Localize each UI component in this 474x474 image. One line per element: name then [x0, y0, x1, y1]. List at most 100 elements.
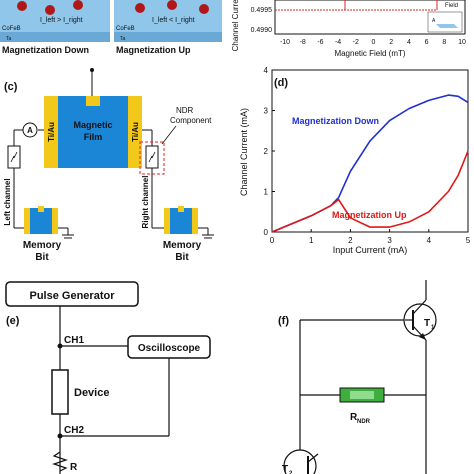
series-label-down: Magnetization Down	[292, 116, 379, 126]
inset-letter: A	[432, 18, 436, 24]
ch1-label: CH1	[64, 335, 84, 346]
t1-sub: 1	[431, 325, 435, 331]
y-tick-label: 1	[264, 188, 269, 197]
junction-dot	[57, 433, 63, 439]
x-tick-label: 1	[309, 236, 314, 245]
xtick-label: -10	[280, 39, 290, 46]
y-tick-label: 2	[264, 147, 269, 156]
xtick-label: 6	[425, 39, 429, 46]
plot-b-xticks: -10 -8 -6 -4 -2 0 2 4 6 8 10	[280, 39, 466, 46]
memory-bit-contact	[38, 206, 44, 212]
panel-a: I_left > I_right CoFeB Ta Magnetization …	[0, 0, 222, 55]
plot-d-xlabel: Input Current (mA)	[333, 245, 408, 255]
plot-d-frame	[271, 69, 469, 233]
panel-c-letter: (c)	[4, 81, 18, 93]
memory-bit-contact	[52, 208, 58, 234]
y-tick-label: 0	[264, 228, 269, 237]
xtick-label: 0	[372, 39, 376, 46]
x-tick-label: 4	[427, 236, 432, 245]
device-left-base	[0, 32, 110, 42]
memory-bit-contact	[178, 206, 184, 212]
y-tick-label: 4	[264, 66, 269, 75]
spin-ball-icon	[17, 1, 27, 11]
ndr-curve-icon	[148, 151, 156, 163]
spin-ball-icon	[167, 0, 177, 10]
left-contact-label: Ti/Au	[47, 122, 56, 142]
layer-cofeb-label: CoFeB	[2, 26, 21, 32]
spin-ball-icon	[73, 0, 83, 10]
ndr-label-line1: NDR	[176, 106, 194, 115]
y-tick-label: 3	[264, 107, 269, 116]
pulse-generator-box	[5, 281, 139, 307]
film-label-line2: Film	[84, 132, 103, 142]
memory-bit-left	[28, 208, 54, 234]
pulse-generator-label: Pulse Generator	[30, 290, 116, 302]
memory-bit-right-label2: Bit	[175, 252, 189, 263]
plot-b-frame	[274, 0, 466, 35]
transistor-lead	[307, 453, 319, 463]
right-caption: Magnetization Up	[116, 45, 191, 55]
x-tick-label: 3	[387, 236, 392, 245]
ytick-label: 0.4990	[251, 27, 273, 34]
device-left-slab	[0, 0, 110, 32]
memory-bit-right	[168, 208, 194, 234]
plot-d-ylabel: Channel Current (mA)	[239, 108, 249, 196]
x-tick-label: 5	[466, 236, 471, 245]
memory-bit-left-label1: Memory	[23, 240, 62, 251]
t2-label: T	[282, 464, 288, 474]
ndr-label-line2: Component	[170, 116, 212, 125]
plot-b-ylabel: Channel Current	[231, 0, 240, 51]
xtick-label: 10	[458, 39, 466, 46]
film-label-line1: Magnetic	[73, 120, 112, 130]
panel-b: 0.4995 0.4990 Channel Current -10 -8 -6 -4 -…	[231, 0, 466, 58]
right-contact	[128, 96, 142, 168]
spin-ball-icon	[135, 3, 145, 13]
resistor-icon	[52, 451, 68, 472]
emitter-arrow-icon	[419, 333, 426, 340]
spin-ball-icon	[45, 5, 55, 15]
transistor-collector	[412, 299, 427, 315]
xtick-label: -2	[353, 39, 359, 46]
memory-bit-contact	[24, 208, 30, 234]
plot-b-xlabel: Magnetic Field (mT)	[334, 49, 405, 58]
memory-bit-left-label2: Bit	[35, 252, 49, 263]
ndr-pointer	[161, 125, 177, 145]
panel-f-letter: (f)	[278, 315, 289, 327]
ammeter-label: A	[27, 126, 33, 135]
panel-c: (c) Magnetic Film Ti/Au Ti/Au A Left cha…	[3, 68, 214, 263]
panel-d: (d) 0 1 2 3 4 5 0 1 2 3 4 Input Current (mA) Chann…	[239, 66, 471, 255]
ndr-highlight-box	[139, 141, 165, 175]
series-label-up: Magnetization Up	[332, 210, 407, 220]
left-caption: Magnetization Down	[2, 45, 89, 55]
rndr-highlight	[350, 391, 374, 399]
xtick-label: -4	[335, 39, 341, 46]
xtick-label: -8	[300, 39, 306, 46]
memory-bit-contact	[164, 208, 170, 234]
magnetic-film	[58, 96, 128, 168]
left-channel-label: Left channel	[3, 178, 12, 225]
xtick-label: 8	[442, 39, 446, 46]
plot-d-series	[271, 94, 469, 233]
ndr-curve-icon	[10, 151, 18, 163]
series-line-up	[271, 150, 469, 233]
rndr-sub: NDR	[357, 419, 371, 425]
inset-label: Field	[445, 3, 458, 9]
right-inequality: I_left < I_right	[152, 17, 195, 24]
right-contact-label: Ti/Au	[131, 122, 140, 142]
x-tick-label: 2	[348, 236, 353, 245]
t2-sub: 2	[289, 471, 293, 474]
x-tick-label: 0	[270, 236, 275, 245]
resistor-label: R	[70, 462, 78, 473]
inset-device	[436, 24, 458, 28]
panel-e-letter: (e)	[6, 315, 20, 327]
panel-e: Pulse Generator (e) CH1 Oscilloscope Dev…	[5, 281, 211, 474]
plot-d-axes: 0 1 2 3 4 5 0 1 2 3 4	[264, 66, 471, 245]
ytick-label: 0.4995	[251, 7, 273, 14]
panel-d-letter: (d)	[274, 77, 288, 89]
xtick-label: -6	[317, 39, 323, 46]
panel-f: (f) T 1 R NDR T 2	[278, 280, 437, 474]
right-channel-label: Right channel	[141, 176, 150, 229]
spin-ball-icon	[199, 4, 209, 14]
xtick-label: 4	[407, 39, 411, 46]
